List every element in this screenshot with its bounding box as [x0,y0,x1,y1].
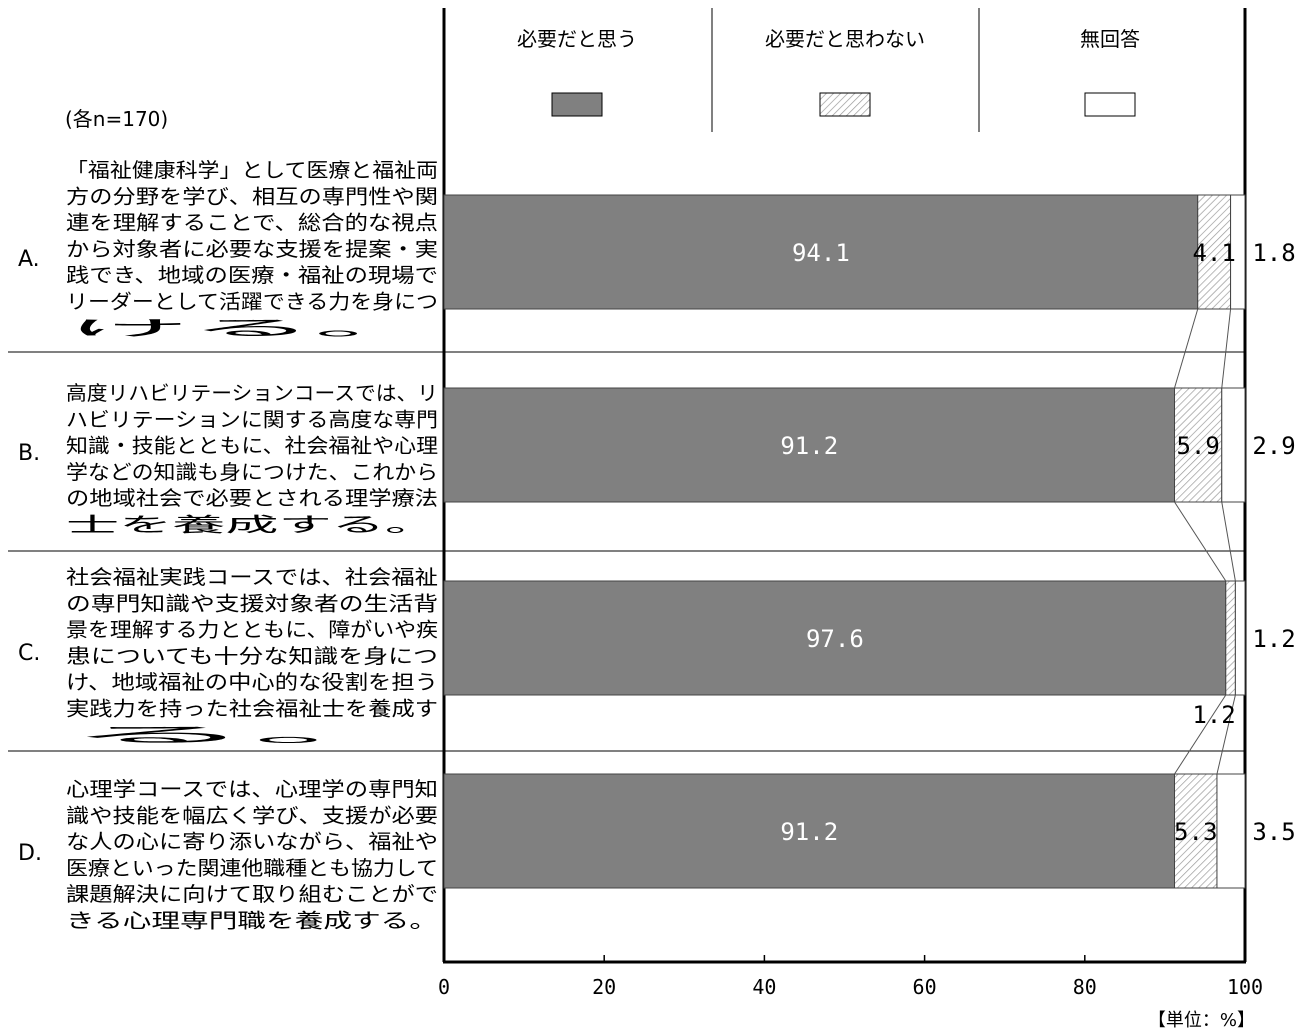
data-label: 3.5 [1252,818,1295,846]
category-text-line: 高度リハビリテーションコースでは、リ [66,381,438,405]
data-label: 94.1 [792,239,850,267]
x-tick-label: 20 [592,975,616,999]
bar-segment [1221,387,1246,503]
category-text-line: る。 [66,723,438,747]
category-text-line: 患についても十分な知識を身につ [66,644,438,668]
data-label: 5.3 [1174,818,1217,846]
bar-segment [443,194,1199,310]
category-letter: C. [18,641,40,666]
legend-label: 必要だと思う [517,27,637,51]
series-connector-line [1174,694,1227,775]
x-tick-label: 0 [438,975,450,999]
legend-swatch [551,92,603,117]
data-label: 5.9 [1176,432,1219,460]
bar-segment [1234,580,1246,696]
legend-label: 無回答 [1080,27,1140,51]
category-text-line: な人の心に寄り添いながら、福祉や [66,830,438,854]
category-text-line: の専門知識や支援対象者の生活背 [66,591,438,615]
data-label: 1.2 [1252,625,1295,653]
data-label: 2.9 [1252,432,1295,460]
series-connector-line [1221,501,1236,582]
category-text-line: け、地域福祉の中心的な役割を担う [66,670,438,694]
data-label: 4.1 [1192,239,1235,267]
bar-segment [443,387,1176,503]
data-label: 97.6 [806,625,864,653]
category-text-line: 実践力を持った社会福祉士を養成す [66,697,438,721]
category-letter: A. [18,247,40,272]
bar-segment [443,773,1176,889]
category-text-line: 識や技能を幅広く学び、支援が必要 [66,803,438,827]
series-connector-line [1174,501,1227,582]
category-text-line: きる心理専門職を養成する。 [66,909,438,933]
category-text-line: 課題解決に向けて取り組むことがで [66,882,438,906]
series-connector-line [1221,308,1232,389]
category-text-line: 社会福祉実践コースでは、社会福祉 [66,565,438,589]
series-connector-line [1216,694,1236,775]
category-text-line: 践でき、地域の医療・福祉の現場で [66,263,438,287]
data-label: 91.2 [780,432,838,460]
bar-segment [1230,194,1246,310]
legend-swatch [1084,92,1136,117]
bar-segment [1197,194,1232,310]
bar-segment [443,580,1227,696]
category-text-line: 学などの知識も身につけた、これから [66,460,438,484]
x-tick-label: 80 [1073,975,1097,999]
x-tick-label: 40 [752,975,776,999]
category-text-line: ハビリテーションに関する高度な専門 [66,407,438,431]
series-connector-line [1174,308,1199,389]
x-tick-label: 100 [1227,975,1263,999]
category-text-line: 士を養成する。 [66,513,438,537]
data-label: 1.2 [1192,701,1235,729]
bar-segment [1225,580,1236,696]
bar-segment [1174,773,1218,889]
category-text-line: 心理学コースでは、心理学の専門知 [66,777,438,801]
category-letter: B. [18,441,40,466]
category-text-line: 医療といった関連他職種とも協力して [66,856,438,880]
x-tick-label: 60 [913,975,937,999]
legend-swatch [819,92,871,117]
category-text-line: リーダーとして活躍できる力を身につ [66,290,438,314]
data-label: 1.8 [1252,239,1295,267]
category-text-line: の地域社会で必要とされる理学療法 [66,486,438,510]
bar-segment [1174,387,1223,503]
category-text-line: 方の分野を学び、相互の専門性や関 [66,184,438,208]
category-letter: D. [18,841,42,866]
category-text-line: 知識・技能とともに、社会福祉や心理 [66,434,438,458]
category-text-line: 景を理解する力とともに、障がいや疾 [66,618,438,642]
legend-label: 必要だと思わない [765,27,925,51]
category-text-line: 「福祉健康科学」として医療と福祉両 [66,158,438,182]
data-label: 91.2 [780,818,838,846]
sample-size-note: (各n=170) [65,107,168,131]
category-text-line: ける。 [66,316,438,340]
bar-segment [1216,773,1246,889]
unit-note: 【単位：%】 [1148,1010,1255,1031]
category-text-line: 連を理解することで、総合的な視点 [66,211,438,235]
category-text-line: から対象者に必要な支援を提案・実 [66,237,438,261]
